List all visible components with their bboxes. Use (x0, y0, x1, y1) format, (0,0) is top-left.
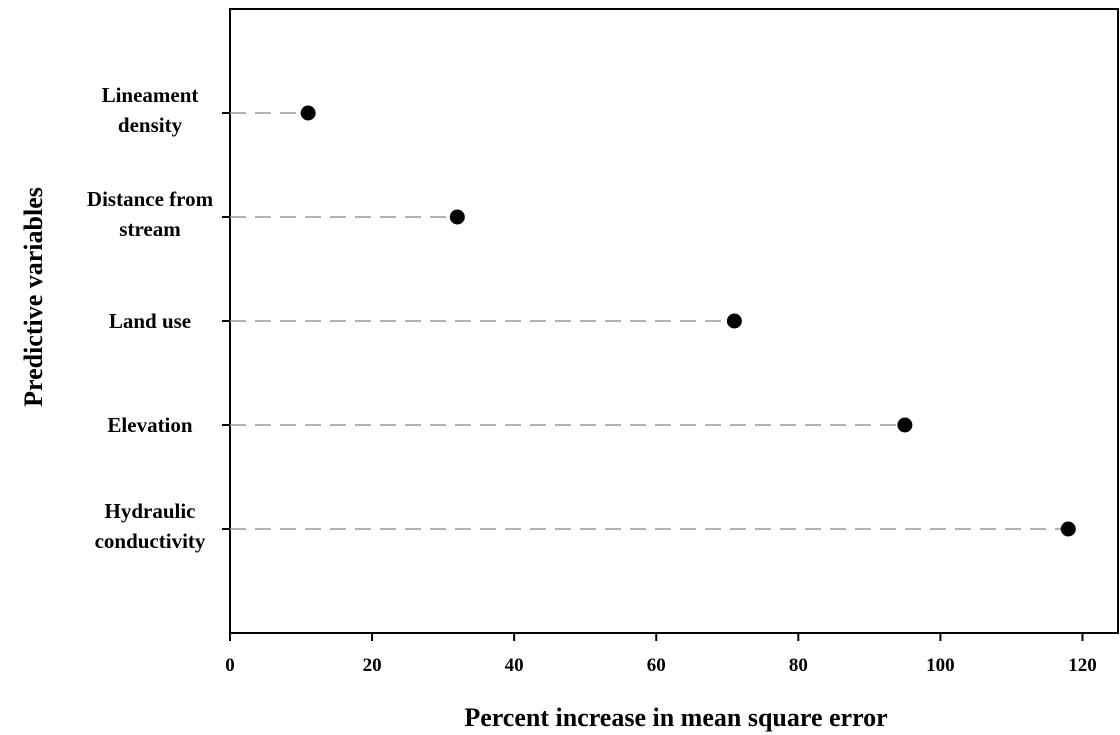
x-tick-label: 100 (926, 655, 955, 676)
y-axis-title: Predictive variables (19, 187, 48, 407)
category-label: Elevation (107, 413, 192, 437)
data-point (449, 209, 465, 225)
data-point (1060, 521, 1076, 537)
x-tick-label: 120 (1068, 655, 1097, 676)
data-point (300, 105, 316, 121)
category-label: Hydraulic conductivity (95, 499, 206, 553)
x-tick-label: 20 (363, 655, 382, 676)
x-tick-label: 60 (647, 655, 666, 676)
data-point (897, 417, 913, 433)
category-label: Land use (109, 309, 191, 333)
category-label: Distance from stream (87, 187, 214, 241)
x-axis-title: Percent increase in mean square error (464, 703, 887, 732)
x-tick-label: 80 (789, 655, 808, 676)
x-tick-label: 0 (225, 655, 235, 676)
data-point (726, 313, 742, 329)
x-tick-label: 40 (505, 655, 524, 676)
category-label: Lineament density (102, 83, 199, 137)
